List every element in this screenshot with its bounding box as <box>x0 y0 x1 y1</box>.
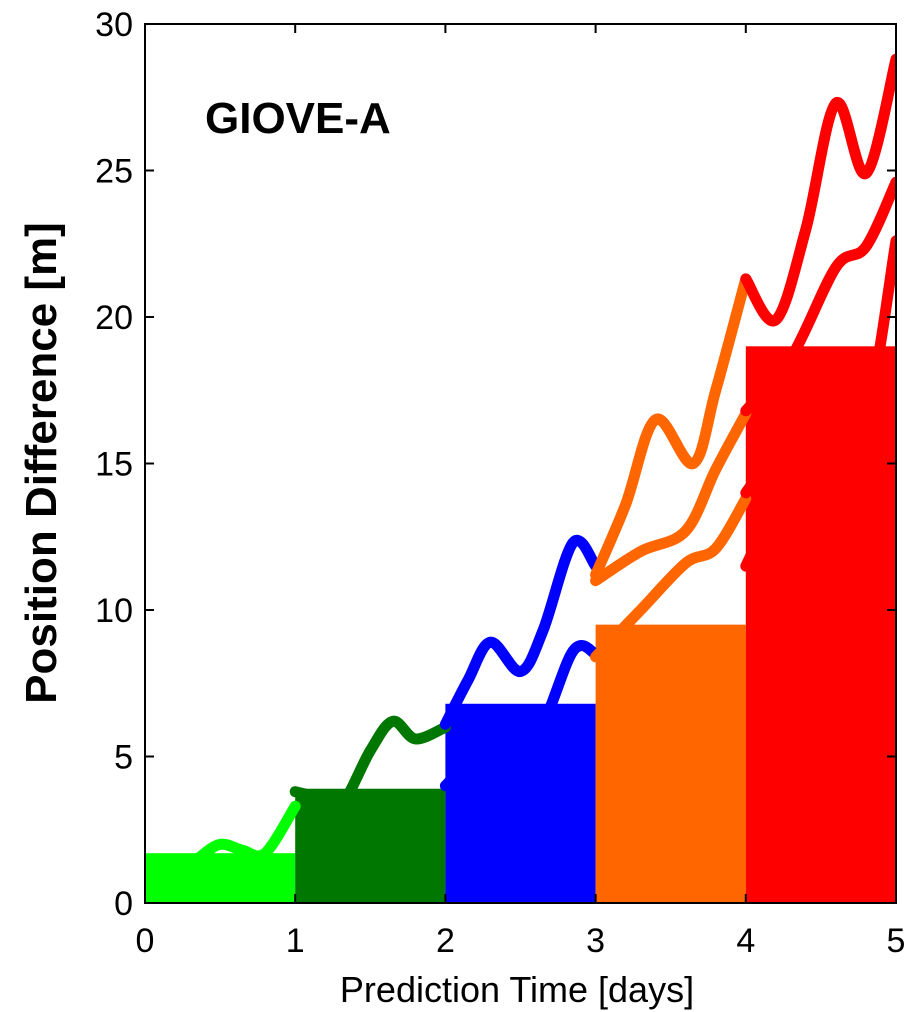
x-tick-label: 4 <box>736 922 755 960</box>
x-tick-label: 5 <box>887 922 906 960</box>
band-5 <box>745 346 896 903</box>
plot-inner <box>145 53 896 903</box>
y-tick-label: 10 <box>95 592 133 630</box>
series-line-3 <box>439 534 602 730</box>
y-tick-label: 20 <box>95 299 133 337</box>
axes: 0 1 2 3 4 5 0 5 10 15 20 25 30 <box>95 6 905 960</box>
series-line-7 <box>590 493 752 663</box>
series-line-2 <box>289 715 451 815</box>
series-line-10 <box>740 176 896 417</box>
plot-area <box>145 53 896 903</box>
series-line-11 <box>740 422 896 572</box>
y-tick-label: 0 <box>114 885 133 923</box>
y-tick-label: 30 <box>95 6 133 44</box>
y-axis-title: Position Difference [m] <box>17 222 66 704</box>
y-tick-label: 15 <box>95 446 133 484</box>
series-line-4 <box>590 273 752 581</box>
series-line-5 <box>740 53 896 327</box>
y-tick-label: 25 <box>95 153 133 191</box>
panel-label: GIOVE-A <box>205 94 391 143</box>
band-2 <box>295 788 446 903</box>
x-tick-label: 3 <box>586 922 605 960</box>
band-3 <box>445 703 596 903</box>
band-4 <box>595 624 746 903</box>
x-tick-label: 2 <box>436 922 455 960</box>
series-line-8 <box>590 408 752 587</box>
series-line-6 <box>439 640 602 792</box>
x-tick-label: 0 <box>136 922 155 960</box>
y-tick-label: 5 <box>114 739 133 777</box>
x-axis-title: Prediction Time [days] <box>340 969 694 1010</box>
x-tick-label: 1 <box>286 922 305 960</box>
series-line-9 <box>740 235 896 499</box>
series-line-1 <box>145 800 301 886</box>
